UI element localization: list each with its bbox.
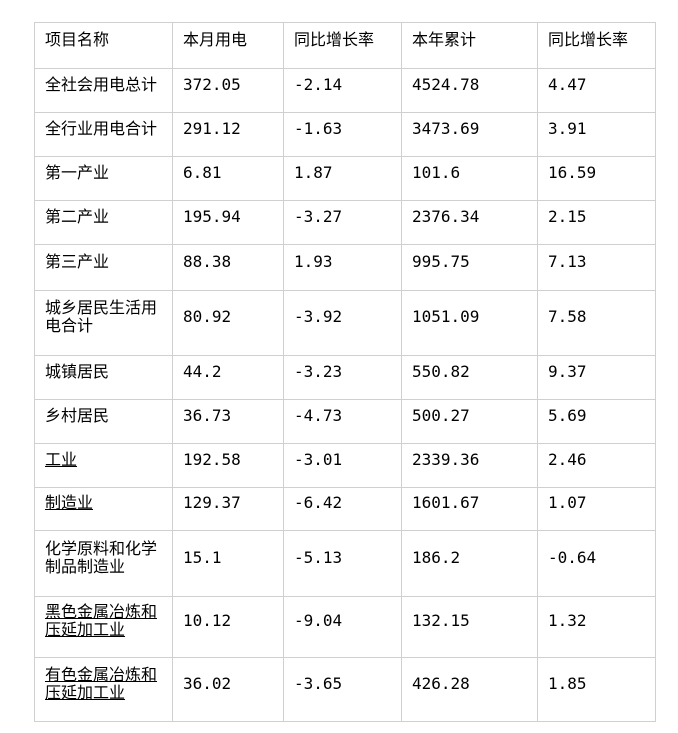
value-cell: 3473.69 <box>401 112 538 157</box>
value-cell: 372.05 <box>172 68 284 113</box>
value-cell: 192.58 <box>172 443 284 488</box>
header-row: 项目名称 本月用电 同比增长率 本年累计 同比增长率 <box>34 22 656 69</box>
value-cell: 291.12 <box>172 112 284 157</box>
value-cell: 5.69 <box>537 399 656 444</box>
table-row: 化学原料和化学制品制造业 15.1 -5.13 186.2 -0.64 <box>34 530 656 597</box>
value-cell: -4.73 <box>283 399 402 444</box>
value-cell: 550.82 <box>401 355 538 400</box>
row-label: 第三产业 <box>34 244 173 291</box>
row-label: 全社会用电总计 <box>34 68 173 113</box>
row-label: 城镇居民 <box>34 355 173 400</box>
value-cell: -3.27 <box>283 200 402 245</box>
value-cell: 186.2 <box>401 530 538 597</box>
value-cell: 6.81 <box>172 156 284 201</box>
value-cell: -3.65 <box>283 657 402 722</box>
industry-link[interactable]: 制造业 <box>34 487 173 531</box>
row-label: 化学原料和化学制品制造业 <box>34 530 173 597</box>
industry-link[interactable]: 黑色金属冶炼和压延加工业 <box>34 596 173 658</box>
value-cell: 1.07 <box>537 487 656 531</box>
table-row: 第一产业 6.81 1.87 101.6 16.59 <box>34 156 656 201</box>
table-row: 第三产业 88.38 1.93 995.75 7.13 <box>34 244 656 291</box>
value-cell: 16.59 <box>537 156 656 201</box>
row-label: 城乡居民生活用电合计 <box>34 290 173 356</box>
row-label: 第一产业 <box>34 156 173 201</box>
value-cell: 36.73 <box>172 399 284 444</box>
value-cell: -6.42 <box>283 487 402 531</box>
value-cell: 15.1 <box>172 530 284 597</box>
value-cell: 132.15 <box>401 596 538 658</box>
row-label: 全行业用电合计 <box>34 112 173 157</box>
table-row: 全社会用电总计 372.05 -2.14 4524.78 4.47 <box>34 68 656 113</box>
value-cell: 7.58 <box>537 290 656 356</box>
value-cell: 1601.67 <box>401 487 538 531</box>
industry-link[interactable]: 有色金属冶炼和压延加工业 <box>34 657 173 722</box>
value-cell: 995.75 <box>401 244 538 291</box>
value-cell: -5.13 <box>283 530 402 597</box>
table-row: 城镇居民 44.2 -3.23 550.82 9.37 <box>34 355 656 400</box>
value-cell: 4.47 <box>537 68 656 113</box>
value-cell: 1.87 <box>283 156 402 201</box>
column-header-monthly-usage: 本月用电 <box>172 22 284 69</box>
value-cell: -1.63 <box>283 112 402 157</box>
value-cell: 1.85 <box>537 657 656 722</box>
value-cell: 500.27 <box>401 399 538 444</box>
industry-link[interactable]: 工业 <box>34 443 173 488</box>
table-row: 全行业用电合计 291.12 -1.63 3473.69 3.91 <box>34 112 656 157</box>
value-cell: 101.6 <box>401 156 538 201</box>
value-cell: 44.2 <box>172 355 284 400</box>
value-cell: -9.04 <box>283 596 402 658</box>
row-label: 第二产业 <box>34 200 173 245</box>
row-label: 乡村居民 <box>34 399 173 444</box>
value-cell: -3.92 <box>283 290 402 356</box>
value-cell: 2339.36 <box>401 443 538 488</box>
value-cell: 2.15 <box>537 200 656 245</box>
value-cell: -3.23 <box>283 355 402 400</box>
value-cell: 2.46 <box>537 443 656 488</box>
column-header-monthly-yoy: 同比增长率 <box>283 22 402 69</box>
table-row: 城乡居民生活用电合计 80.92 -3.92 1051.09 7.58 <box>34 290 656 356</box>
value-cell: 9.37 <box>537 355 656 400</box>
value-cell: 1051.09 <box>401 290 538 356</box>
table-row: 乡村居民 36.73 -4.73 500.27 5.69 <box>34 399 656 444</box>
column-header-annual-cumulative: 本年累计 <box>401 22 538 69</box>
value-cell: 426.28 <box>401 657 538 722</box>
value-cell: 129.37 <box>172 487 284 531</box>
table-row: 制造业 129.37 -6.42 1601.67 1.07 <box>34 487 656 531</box>
table-row: 工业 192.58 -3.01 2339.36 2.46 <box>34 443 656 488</box>
column-header-item-name: 项目名称 <box>34 22 173 69</box>
value-cell: 7.13 <box>537 244 656 291</box>
value-cell: 80.92 <box>172 290 284 356</box>
value-cell: -3.01 <box>283 443 402 488</box>
value-cell: 195.94 <box>172 200 284 245</box>
value-cell: 4524.78 <box>401 68 538 113</box>
value-cell: 1.32 <box>537 596 656 658</box>
value-cell: 88.38 <box>172 244 284 291</box>
column-header-annual-yoy: 同比增长率 <box>537 22 656 69</box>
table-row: 黑色金属冶炼和压延加工业 10.12 -9.04 132.15 1.32 <box>34 596 656 658</box>
value-cell: 3.91 <box>537 112 656 157</box>
value-cell: -2.14 <box>283 68 402 113</box>
value-cell: 10.12 <box>172 596 284 658</box>
value-cell: 2376.34 <box>401 200 538 245</box>
value-cell: 36.02 <box>172 657 284 722</box>
table-row: 有色金属冶炼和压延加工业 36.02 -3.65 426.28 1.85 <box>34 657 656 722</box>
table-row: 第二产业 195.94 -3.27 2376.34 2.15 <box>34 200 656 245</box>
value-cell: -0.64 <box>537 530 656 597</box>
electricity-usage-table: 项目名称 本月用电 同比增长率 本年累计 同比增长率 全社会用电总计 372.0… <box>34 22 656 722</box>
value-cell: 1.93 <box>283 244 402 291</box>
